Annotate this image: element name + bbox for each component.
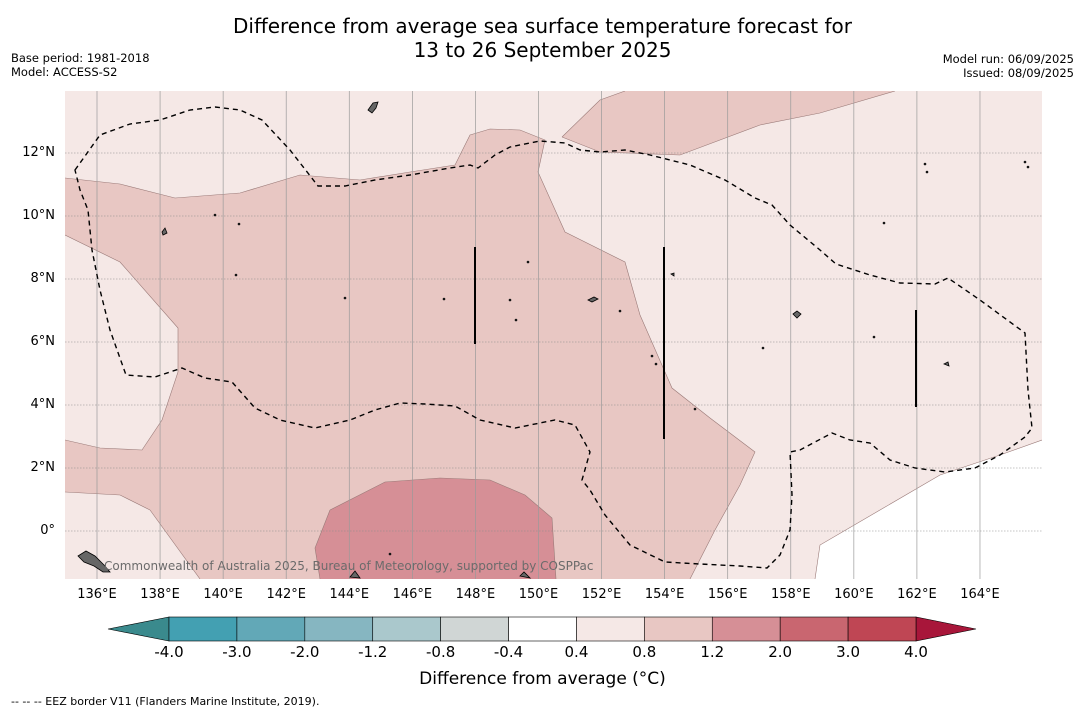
longitude-label: 148°E xyxy=(455,587,496,602)
colorbar-cell xyxy=(779,616,849,642)
islands xyxy=(77,101,1030,579)
colorbar-cell xyxy=(304,616,374,642)
issued-date: Issued: 08/09/2025 xyxy=(963,66,1074,80)
anomaly-band-1.2-2.0 xyxy=(315,478,556,579)
colorbar-cell xyxy=(372,616,441,642)
colorbar-tick-label: 3.0 xyxy=(836,643,860,661)
colorbar-tick-label: -4.0 xyxy=(154,643,184,661)
colorbar-cell xyxy=(644,616,713,642)
longitude-label: 156°E xyxy=(707,587,748,602)
longitude-label: 162°E xyxy=(897,587,937,602)
longitude-label: 136°E xyxy=(77,587,117,602)
longitude-label: 140°E xyxy=(203,587,243,602)
colorbar-tick-label: -3.0 xyxy=(222,643,252,661)
map-title: Difference from average sea surface temp… xyxy=(0,14,1085,62)
base-period: Base period: 1981-2018 xyxy=(11,51,150,65)
latitude-label: 4°N xyxy=(30,397,56,412)
colorbar-cell xyxy=(440,616,509,642)
colorbar-over-arrow xyxy=(915,616,977,642)
latitude-label: 2°N xyxy=(30,460,56,475)
latitude-label: 12°N xyxy=(22,145,55,160)
colorbar-tick-label: 2.0 xyxy=(768,643,793,661)
longitude-label: 160°E xyxy=(834,587,874,602)
meta-right: Model run: 06/09/2025 Issued: 08/09/2025 xyxy=(943,52,1074,80)
longitude-label: 142°E xyxy=(266,587,306,602)
colorbar-title: Difference from average (°C) xyxy=(419,669,666,689)
longitude-label: 138°E xyxy=(140,587,180,602)
eez-border xyxy=(74,106,1033,569)
colorbar-cell xyxy=(168,616,238,642)
longitude-label: 164°E xyxy=(960,587,1000,602)
eez-legend-note: -- -- -- EEZ border V11 (Flanders Marine… xyxy=(11,695,320,708)
colorbar-tick-label: 0.8 xyxy=(632,643,657,661)
longitude-label: 144°E xyxy=(329,587,370,602)
colorbar-tick-label: 0.4 xyxy=(564,643,589,661)
colorbar-cell xyxy=(508,616,577,642)
title-line-2: 13 to 26 September 2025 xyxy=(413,38,672,62)
colorbar-tick-label: -1.2 xyxy=(358,643,388,661)
anomaly-band-0.8-1.2-north xyxy=(562,91,895,155)
latitude-label: 10°N xyxy=(22,208,55,223)
anomaly-band-0.8-1.2-central xyxy=(65,129,755,579)
colorbar-cell xyxy=(236,616,306,642)
model-name: Model: ACCESS-S2 xyxy=(11,65,118,79)
longitude-label: 146°E xyxy=(392,587,433,602)
title-line-1: Difference from average sea surface temp… xyxy=(232,14,852,38)
latitude-label: 6°N xyxy=(30,334,56,349)
longitude-label: 158°E xyxy=(771,587,811,602)
colorbar xyxy=(107,616,977,642)
copyright-text: Commonwealth of Australia 2025, Bureau o… xyxy=(104,559,594,573)
colorbar-tick-label: 1.2 xyxy=(700,643,725,661)
model-run: Model run: 06/09/2025 xyxy=(942,52,1074,66)
anomaly-band-neutral xyxy=(815,440,1042,579)
colorbar-tick-label: -2.0 xyxy=(290,643,320,661)
colorbar-tick-label: 4.0 xyxy=(904,643,928,661)
colorbar-cell xyxy=(576,616,645,642)
graticule xyxy=(65,91,1042,579)
colorbar-cell xyxy=(711,616,781,642)
longitude-label: 152°E xyxy=(581,587,622,602)
latitude-label: 0° xyxy=(40,523,55,538)
colorbar-under-arrow xyxy=(107,616,170,642)
colorbar-tick-label: -0.8 xyxy=(425,643,456,661)
longitude-label: 150°E xyxy=(518,587,559,602)
longitude-label: 154°E xyxy=(644,587,685,602)
latitude-label: 8°N xyxy=(30,271,56,286)
meta-left: Base period: 1981-2018 Model: ACCESS-S2 xyxy=(11,51,150,79)
colorbar-tick-label: -0.4 xyxy=(493,643,524,661)
anomaly-band-0.4-0.8-west xyxy=(65,235,178,450)
colorbar-cell xyxy=(847,616,917,642)
